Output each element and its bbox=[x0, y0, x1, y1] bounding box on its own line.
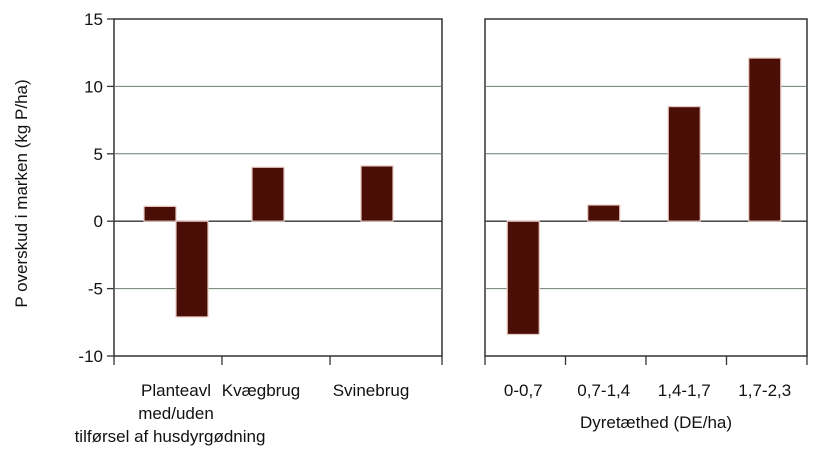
y-tick-label: 15 bbox=[84, 10, 103, 29]
bar-left-0 bbox=[143, 205, 177, 222]
bar-left-1 bbox=[175, 220, 209, 318]
category-label-right: 0-0,7 bbox=[504, 381, 543, 400]
y-tick-label: 10 bbox=[84, 77, 103, 96]
y-tick-label: 0 bbox=[94, 212, 103, 231]
bar-left-3 bbox=[360, 165, 394, 222]
category-label-left: Svinebrug bbox=[333, 381, 410, 400]
bar-left-2 bbox=[251, 166, 285, 222]
bar-right-2 bbox=[667, 106, 701, 222]
y-tick-label: -10 bbox=[78, 347, 103, 366]
y-tick-label: -5 bbox=[88, 280, 103, 299]
category-label-left: med/uden bbox=[138, 404, 214, 423]
category-label-right: 1,4-1,7 bbox=[658, 381, 711, 400]
labels: 15 10 5 0 -5 -10 P overskud i marken (kg P/ha)… bbox=[12, 10, 808, 446]
y-axis-label: P overskud i marken (kg P/ha) bbox=[12, 79, 31, 307]
bars bbox=[143, 57, 782, 336]
category-label-right: 0,7-1,4 bbox=[577, 381, 630, 400]
bar-right-0 bbox=[506, 220, 540, 336]
category-label-right: 1,7-2,3 bbox=[738, 381, 791, 400]
x-axis-label: Dyretæthed (DE/ha) bbox=[580, 413, 732, 432]
y-tick-label: 5 bbox=[94, 145, 103, 164]
bar-right-3 bbox=[748, 57, 782, 222]
bar-right-1 bbox=[587, 204, 621, 222]
category-label-left: Planteavl bbox=[141, 381, 211, 400]
category-label-left: Kvægbrug bbox=[222, 381, 300, 400]
category-label-left: tilførsel af husdyrgødning bbox=[75, 427, 266, 446]
